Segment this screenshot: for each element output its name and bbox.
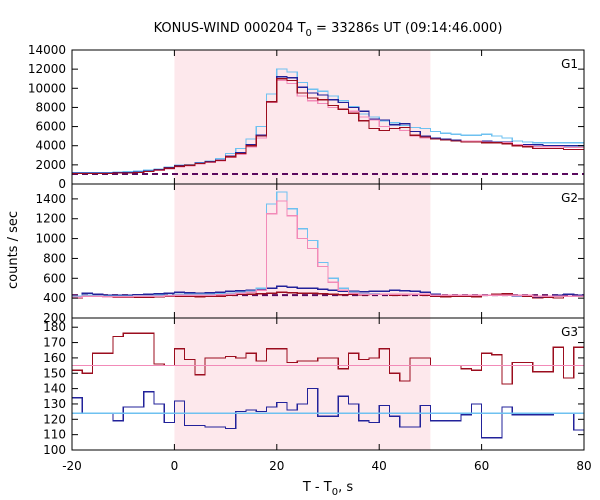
x-tick-label: -20 xyxy=(62,459,82,473)
g1-y-tick-label: 2000 xyxy=(35,158,66,172)
chart-title-subscript: 0 xyxy=(306,28,312,39)
g2-shaded-interval xyxy=(174,184,431,318)
g3-series-navy xyxy=(72,388,584,439)
y-axis-label: counts / sec xyxy=(6,211,21,289)
g1-y-tick-label: 4000 xyxy=(35,139,66,153)
g3-y-tick-label: 170 xyxy=(43,336,66,350)
g2-y-tick-label: 400 xyxy=(43,291,66,305)
g1-series-dark-red xyxy=(72,78,584,175)
g1-y-tick-label: 6000 xyxy=(35,120,66,134)
g2-series-pink xyxy=(72,200,584,298)
x-tick-label: 20 xyxy=(269,459,284,473)
g2-y-tick-label: 1400 xyxy=(35,192,66,206)
g3-y-tick-label: 150 xyxy=(43,366,66,380)
g2-y-tick-label: 200 xyxy=(43,311,66,325)
x-tick-label: 40 xyxy=(372,459,387,473)
chart-title-suffix: = 33286s UT (09:14:46.000) xyxy=(312,21,502,36)
g1-y-tick-label: 14000 xyxy=(28,43,66,57)
g2-y-tick-label: 600 xyxy=(43,271,66,285)
g3-y-tick-label: 100 xyxy=(43,443,66,457)
g3-shaded-interval xyxy=(174,318,431,450)
x-tick-label: 0 xyxy=(171,459,179,473)
g1-shaded-interval xyxy=(174,50,431,184)
x-axis-label-suffix: , s xyxy=(338,480,353,495)
g3-panel-frame xyxy=(71,317,585,451)
g1-panel-label: G1 xyxy=(561,57,578,71)
g1-y-tick-label: 10000 xyxy=(28,81,66,95)
x-tick-label: 60 xyxy=(474,459,489,473)
g1-y-tick-label: 12000 xyxy=(28,62,66,76)
g1-y-tick-label: 8000 xyxy=(35,100,66,114)
g3-series-dark-red xyxy=(72,332,584,385)
g2-y-tick-label: 1200 xyxy=(35,212,66,226)
g3-y-tick-label: 120 xyxy=(43,412,66,426)
g3-y-tick-label: 110 xyxy=(43,428,66,442)
x-axis-label: T - T0, s xyxy=(302,480,353,498)
x-tick-label: 80 xyxy=(576,459,591,473)
x-axis-label-subscript: 0 xyxy=(332,487,338,498)
g3-panel-label: G3 xyxy=(561,325,578,339)
g2-y-tick-label: 1000 xyxy=(35,232,66,246)
g3-y-tick-label: 180 xyxy=(43,320,66,334)
chart-title: KONUS-WIND 000204 T0 = 33286s UT (09:14:… xyxy=(154,21,503,39)
chart-panels: 02000400060008000100001200014000G1200400… xyxy=(28,43,592,473)
x-axis-label-prefix: T - T xyxy=(302,480,332,495)
g2-y-tick-label: 800 xyxy=(43,251,66,265)
g3-y-tick-label: 140 xyxy=(43,382,66,396)
chart-title-prefix: KONUS-WIND 000204 T xyxy=(154,21,306,36)
g3-y-tick-label: 160 xyxy=(43,351,66,365)
g2-panel-label: G2 xyxy=(561,191,578,205)
g3-y-tick-label: 130 xyxy=(43,397,66,411)
g1-y-tick-label: 0 xyxy=(58,177,66,191)
